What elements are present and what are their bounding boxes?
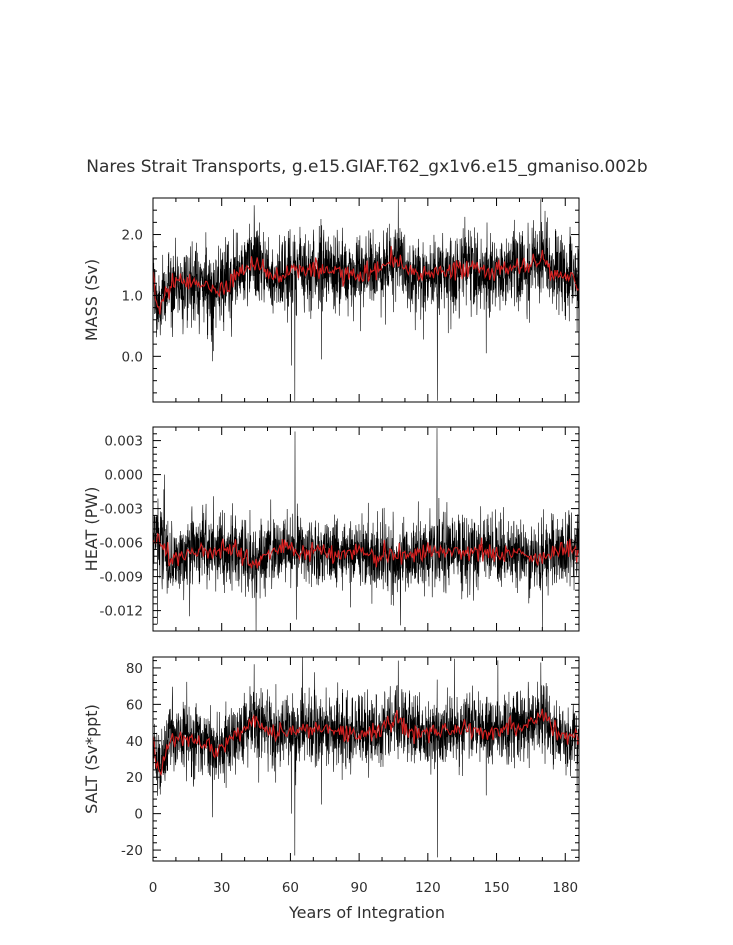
x-tick-label: 60 (282, 880, 299, 896)
y-tick-label: 2.0 (122, 228, 143, 244)
y-tick-label: 20 (126, 770, 143, 786)
figure-title: Nares Strait Transports, g.e15.GIAF.T62_… (86, 157, 647, 177)
y-tick-label: 0.000 (104, 468, 143, 484)
x-tick-label: 150 (484, 880, 510, 896)
panel-frame (152, 197, 580, 403)
x-axis-label: Years of Integration (288, 903, 445, 922)
y-tick-label: 0.0 (122, 349, 143, 365)
y-tick-label: -0.012 (99, 604, 143, 620)
heat-panel: 0.003 0.000 -0.003 -0.006 -0.009 -0.012 HEAT (… (82, 426, 580, 632)
y-tick-label: -0.009 (99, 570, 143, 586)
panel-frame (152, 426, 580, 632)
y-tick-label: -0.006 (99, 536, 143, 552)
x-tick-label: 0 (149, 880, 158, 896)
x-tick-label: 120 (415, 880, 441, 896)
y-tick-label: 60 (126, 697, 143, 713)
y-axis-label: SALT (Sv*ppt) (82, 704, 101, 814)
y-tick-label: 1.0 (122, 288, 143, 304)
annual-mean-line (153, 708, 579, 777)
plot-area (153, 428, 579, 631)
y-tick-label: 0.003 (104, 434, 143, 450)
y-tick-label: 80 (126, 661, 143, 677)
monthly-series-line (153, 199, 579, 401)
panel-frame (152, 656, 580, 862)
x-tick-label: 180 (552, 880, 578, 896)
plot-area (153, 657, 579, 858)
x-tick-label: 30 (213, 880, 230, 896)
monthly-series-line (153, 428, 579, 631)
x-tick-label: 90 (351, 880, 368, 896)
plot-area (153, 199, 579, 401)
y-tick-label: 40 (126, 734, 143, 750)
annual-mean-line (153, 532, 579, 569)
y-tick-label: 0 (134, 807, 143, 823)
annual-mean-line (153, 246, 579, 315)
monthly-series-line (153, 657, 579, 858)
salt-panel: 80 60 40 20 0 -20 SALT (Sv*ppt) (82, 656, 580, 862)
mass-panel: 2.0 1.0 0.0 MASS (Sv) (82, 197, 580, 403)
x-tick-labels: 0 30 60 90 120 150 180 (149, 880, 578, 896)
y-tick-label: -20 (121, 843, 143, 859)
y-axis-label: HEAT (PW) (82, 487, 101, 572)
y-tick-label: -0.003 (99, 502, 143, 518)
y-axis-label: MASS (Sv) (82, 259, 101, 341)
